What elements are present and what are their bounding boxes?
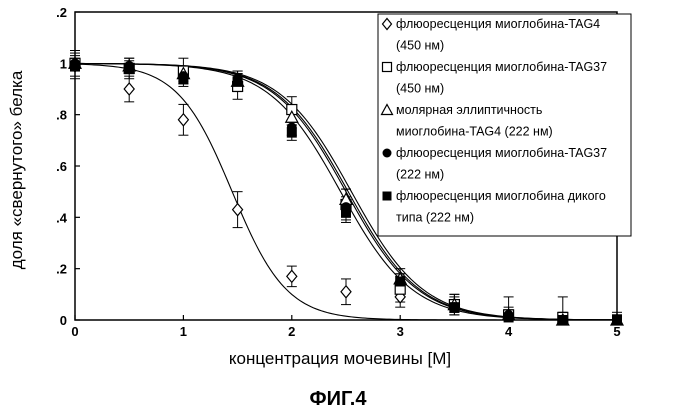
data-point-series-5 (395, 277, 405, 287)
y-tick-label: 1 (60, 56, 67, 71)
data-point-series-1 (124, 83, 134, 95)
data-point-series-5 (233, 76, 243, 86)
legend-label: молярная эллиптичность (396, 103, 542, 117)
legend-label: (222 нм) (396, 168, 444, 182)
data-point-series-5 (341, 207, 351, 217)
data-point-series-5 (612, 315, 622, 325)
data-point-series-5 (178, 74, 188, 84)
y-tick-label: .6 (56, 159, 67, 174)
x-tick-label: 1 (180, 324, 187, 339)
legend-label: флюоресценция миоглобина-TAG4 (396, 17, 600, 31)
x-tick-label: 5 (613, 324, 620, 339)
y-tick-label: .2 (56, 5, 67, 20)
y-tick-label: .2 (56, 262, 67, 277)
legend-marker-4 (383, 149, 392, 158)
legend-label: флюоресценция миоглобина дикого (396, 189, 606, 203)
legend-label: (450 нм) (396, 39, 444, 53)
legend-marker-5 (383, 192, 392, 201)
x-tick-label: 0 (71, 324, 78, 339)
data-point-series-5 (449, 302, 459, 312)
y-tick-label: 0 (60, 313, 67, 328)
legend-label: миоглобина-TAG4 (222 нм) (396, 125, 553, 139)
data-point-series-5 (70, 61, 80, 71)
data-point-series-5 (287, 128, 297, 138)
y-tick-label: .4 (56, 210, 68, 225)
figure-caption: ФИГ.4 (310, 388, 368, 410)
data-point-series-5 (558, 315, 568, 325)
data-point-series-5 (504, 312, 514, 322)
legend-marker-2 (383, 63, 392, 72)
legend-label: типа (222 нм) (396, 211, 474, 225)
legend-label: флюоресценция миоглобина-TAG37 (396, 60, 607, 74)
x-tick-label: 3 (397, 324, 404, 339)
data-point-series-5 (124, 63, 134, 73)
y-axis-label: доля «свернутого» белка (7, 70, 26, 269)
legend-label: (450 нм) (396, 82, 444, 96)
y-tick-label: .8 (56, 108, 67, 123)
x-axis-label: концентрация мочевины [M] (229, 349, 451, 368)
x-tick-label: 2 (288, 324, 295, 339)
data-point-series-1 (287, 270, 297, 282)
x-tick-label: 4 (505, 324, 513, 339)
data-point-series-1 (178, 114, 188, 126)
legend-label: флюоресценция миоглобина-TAG37 (396, 146, 607, 160)
data-point-series-1 (341, 286, 351, 298)
